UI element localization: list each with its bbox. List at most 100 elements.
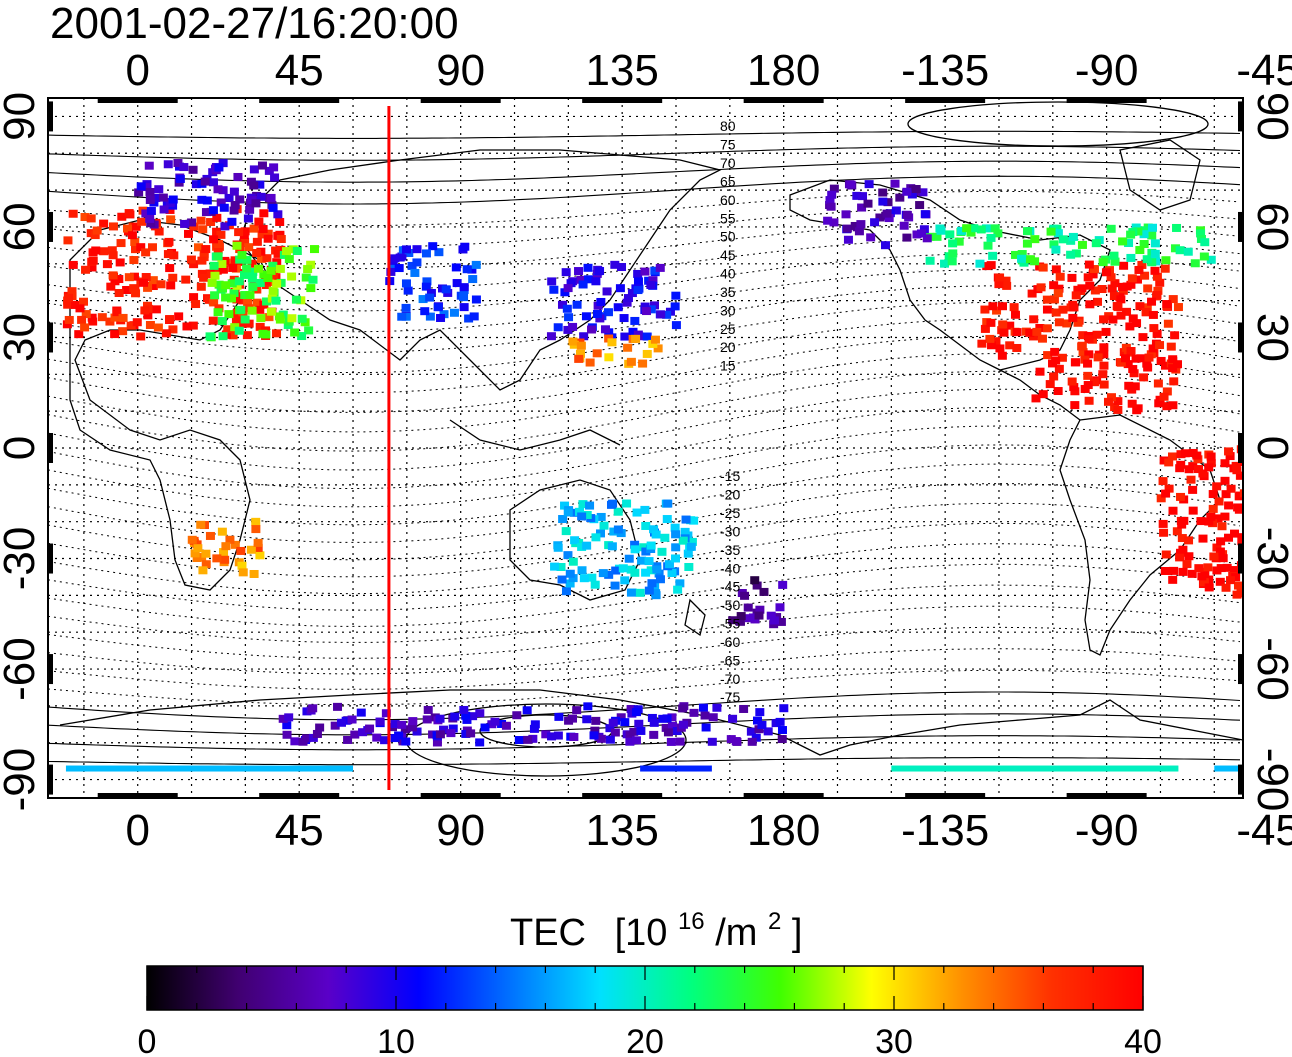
tec-cell xyxy=(775,603,785,612)
tec-cell xyxy=(708,713,718,722)
tec-cell xyxy=(523,735,533,744)
tec-cell xyxy=(581,312,591,321)
tec-cell xyxy=(547,277,557,286)
tec-cell xyxy=(190,549,200,558)
tec-cell xyxy=(565,579,575,588)
tec-cell xyxy=(214,240,224,249)
tec-cell xyxy=(620,576,630,585)
tec-cell xyxy=(469,312,479,321)
tec-cell xyxy=(397,720,407,729)
tec-cell xyxy=(209,235,219,244)
tec-cell xyxy=(1153,379,1163,388)
geomagnetic-contour xyxy=(48,648,1241,690)
tec-cell xyxy=(671,543,681,552)
tec-cell xyxy=(1048,359,1058,368)
tec-cell xyxy=(948,249,958,258)
tec-cell xyxy=(1199,252,1209,261)
tec-cell xyxy=(110,330,120,339)
tec-cell xyxy=(397,312,407,321)
tec-cell xyxy=(187,535,197,544)
tec-cell xyxy=(372,733,382,742)
tec-cell xyxy=(1168,355,1178,364)
tec-cell xyxy=(957,226,967,235)
tec-cell xyxy=(165,315,175,324)
tec-cell xyxy=(202,196,212,205)
tec-cell xyxy=(1054,284,1064,293)
tec-cell xyxy=(684,562,694,571)
tec-cell xyxy=(292,247,302,256)
tec-cell xyxy=(660,533,670,542)
colorbar-label-exp2: 2 xyxy=(768,908,781,935)
tec-cell xyxy=(497,719,507,728)
tec-cell xyxy=(471,260,481,269)
tec-cell xyxy=(920,210,930,219)
tec-cell xyxy=(274,312,284,321)
tec-cell xyxy=(748,613,758,622)
tec-cell xyxy=(1133,227,1143,236)
tec-cell xyxy=(90,231,100,240)
tec-cell xyxy=(298,737,308,746)
tec-cell xyxy=(740,591,750,600)
left-latitude-label: -90 xyxy=(0,748,44,812)
tec-cell xyxy=(626,705,636,714)
tec-cell xyxy=(201,208,211,217)
tec-cell xyxy=(607,338,617,347)
tec-cell xyxy=(212,213,222,222)
tec-cell xyxy=(1159,392,1169,401)
tec-cell xyxy=(556,562,566,571)
tec-cell xyxy=(1032,327,1042,336)
tec-cell xyxy=(633,277,643,286)
bottom-longitude-labels: 0 45 90 135 180 -135 -90 -45 xyxy=(125,806,1292,855)
tec-cell xyxy=(130,237,140,246)
top-longitude-label: 90 xyxy=(436,46,485,95)
indonesia-coast xyxy=(449,419,621,451)
tec-cell xyxy=(735,617,745,626)
tec-cell xyxy=(1233,581,1243,590)
tec-cell xyxy=(249,224,259,233)
tec-cell xyxy=(754,725,764,734)
tec-cell xyxy=(640,505,650,514)
tec-cell xyxy=(205,531,215,540)
tec-cell xyxy=(1239,489,1243,498)
tec-cell xyxy=(1083,359,1093,368)
tec-cell xyxy=(656,310,666,319)
greenland-coast xyxy=(1119,139,1201,211)
tec-cell xyxy=(829,184,839,193)
tec-cell xyxy=(127,231,137,240)
tec-cell xyxy=(689,516,699,525)
tec-cell xyxy=(591,533,601,542)
tec-cell xyxy=(244,319,254,328)
tec-cell xyxy=(435,714,445,723)
tec-cell xyxy=(179,163,189,172)
tec-cell xyxy=(242,264,252,273)
map-gridlines xyxy=(48,98,1243,798)
geomagnetic-contour xyxy=(48,425,1241,508)
tec-cell xyxy=(678,704,688,713)
tec-cell xyxy=(401,737,411,746)
tec-cell xyxy=(459,303,469,312)
left-latitude-label: 90 xyxy=(0,92,44,141)
tec-cell xyxy=(687,537,697,546)
tec-cell xyxy=(639,543,649,552)
tec-cell xyxy=(1180,449,1190,458)
tec-cell xyxy=(1169,566,1179,575)
tec-cell xyxy=(829,218,839,227)
tec-cell xyxy=(462,265,472,274)
tec-cell xyxy=(856,220,866,229)
tec-cell xyxy=(129,256,139,265)
tec-cell xyxy=(755,605,765,614)
tec-cell xyxy=(823,216,833,225)
tec-cell xyxy=(605,724,615,733)
contour-label: 20 xyxy=(720,339,736,355)
tec-cell xyxy=(653,344,663,353)
tec-cell xyxy=(251,517,261,526)
tec-cell xyxy=(168,195,178,204)
tec-cell xyxy=(230,323,240,332)
tec-cell xyxy=(193,544,203,553)
tec-cell xyxy=(1216,537,1226,546)
top-longitude-label: -135 xyxy=(901,46,989,95)
tec-cell xyxy=(662,310,672,319)
tec-cell xyxy=(182,322,192,331)
geomagnetic-contour xyxy=(48,190,1241,227)
tec-cell xyxy=(902,210,912,219)
